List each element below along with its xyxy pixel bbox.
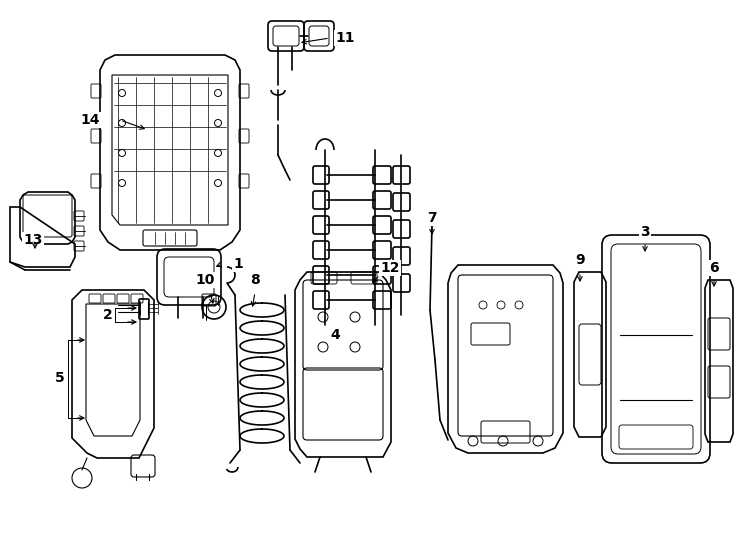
Text: 4: 4 — [330, 328, 340, 342]
Text: 10: 10 — [195, 273, 214, 287]
Text: 8: 8 — [250, 273, 260, 287]
Text: 12: 12 — [380, 261, 400, 275]
Text: 14: 14 — [80, 113, 100, 127]
Text: 11: 11 — [335, 31, 355, 45]
Text: 2: 2 — [103, 308, 113, 322]
Text: 13: 13 — [23, 233, 43, 247]
Text: 6: 6 — [709, 261, 719, 275]
Text: 1: 1 — [233, 257, 243, 271]
Text: 3: 3 — [640, 225, 650, 239]
Text: 9: 9 — [575, 253, 585, 267]
Text: 5: 5 — [55, 371, 65, 385]
Text: 7: 7 — [427, 211, 437, 225]
